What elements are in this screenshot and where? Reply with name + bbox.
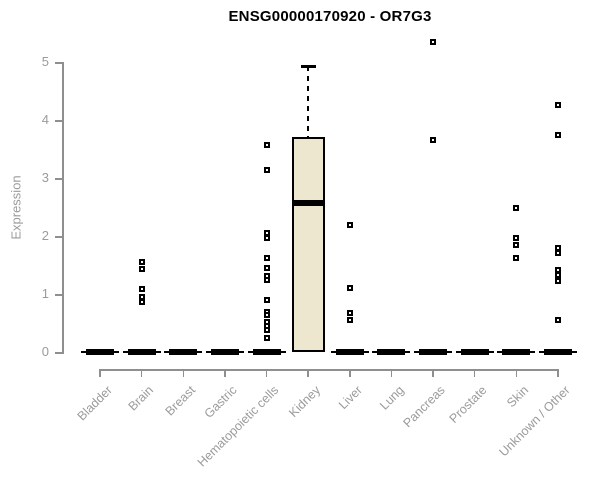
y-tick-label: 2 — [41, 228, 49, 243]
box — [291, 136, 325, 352]
y-axis-tick — [55, 294, 62, 296]
x-axis-tick — [265, 369, 268, 377]
outlier-point — [263, 255, 270, 262]
outlier-point — [346, 310, 353, 317]
zero-boxplot-bar — [377, 349, 406, 355]
y-tick-label: 3 — [41, 170, 49, 185]
x-axis-tick — [432, 369, 434, 377]
y-axis-tick — [55, 236, 62, 238]
outlier-point — [263, 296, 270, 303]
x-axis-tick — [182, 369, 185, 377]
outlier-point — [138, 259, 145, 266]
outlier-point — [263, 234, 270, 241]
zero-boxplot-bar — [543, 349, 572, 355]
upper-whisker-cap — [300, 65, 316, 68]
x-axis-line — [99, 369, 559, 371]
outlier-point — [346, 221, 353, 228]
zero-boxplot-bar — [502, 349, 531, 355]
y-tick-label: 4 — [41, 112, 49, 127]
x-axis-tick — [307, 369, 309, 377]
x-axis-tick — [99, 369, 101, 377]
x-axis-tick — [140, 369, 143, 377]
x-category-label: Bladder — [74, 383, 115, 424]
x-category-label: Brain — [126, 383, 157, 414]
x-axis-tick — [224, 369, 226, 377]
x-category-label: Gastric — [201, 383, 240, 421]
zero-boxplot-bar — [169, 349, 198, 355]
outlier-point — [263, 277, 270, 284]
zero-boxplot-bar — [335, 349, 364, 355]
zero-boxplot-bar — [86, 349, 114, 355]
outlier-point — [554, 271, 561, 278]
chart-title: ENSG00000170920 - OR7G3 — [228, 8, 432, 25]
outlier-point — [346, 317, 353, 324]
x-axis-tick — [557, 369, 559, 377]
zero-boxplot-bar — [127, 349, 156, 355]
outlier-point — [263, 335, 270, 342]
y-axis-tick — [55, 120, 62, 122]
outlier-point — [554, 101, 561, 108]
x-axis-tick — [515, 369, 518, 377]
y-axis-line — [62, 62, 64, 354]
x-category-label: Pancreas — [400, 383, 448, 431]
outlier-point — [554, 132, 561, 139]
outlier-point — [513, 234, 520, 241]
outlier-point — [513, 242, 520, 249]
x-category-label: Kidney — [286, 383, 324, 420]
outlier-point — [430, 39, 437, 46]
x-category-label: Lung — [376, 383, 407, 413]
zero-boxplot-bar — [419, 349, 448, 355]
outlier-point — [554, 249, 561, 256]
outlier-point — [138, 299, 145, 306]
outlier-point — [263, 141, 270, 148]
median-line — [291, 199, 325, 206]
outlier-point — [263, 166, 270, 173]
outlier-point — [263, 326, 270, 333]
y-tick-label: 1 — [41, 286, 49, 301]
y-tick-label: 0 — [41, 344, 49, 359]
zero-boxplot-bar — [460, 349, 489, 355]
zero-boxplot-bar — [252, 349, 281, 355]
outlier-point — [263, 264, 270, 271]
outlier-point — [554, 317, 561, 324]
y-axis-tick — [55, 178, 62, 180]
x-category-label: Skin — [504, 383, 532, 411]
x-category-label: Liver — [335, 383, 365, 413]
outlier-point — [138, 266, 145, 273]
x-axis-tick — [390, 369, 393, 377]
x-category-label: Breast — [162, 383, 199, 419]
x-axis-tick — [473, 369, 476, 377]
y-axis-tick — [55, 62, 62, 64]
outlier-point — [554, 278, 561, 285]
x-axis-tick — [349, 369, 351, 377]
y-tick-label: 5 — [41, 54, 49, 69]
outlier-point — [138, 293, 145, 300]
outlier-point — [513, 205, 520, 212]
upper-whisker — [307, 66, 310, 137]
outlier-point — [263, 311, 270, 318]
outlier-point — [430, 136, 437, 143]
outlier-point — [138, 286, 145, 293]
x-category-label: Hematopoietic cells — [194, 383, 282, 470]
x-category-label: Prostate — [446, 383, 490, 426]
zero-boxplot-bar — [210, 349, 239, 355]
y-axis-tick — [55, 352, 62, 354]
outlier-point — [513, 255, 520, 262]
outlier-point — [346, 285, 353, 292]
